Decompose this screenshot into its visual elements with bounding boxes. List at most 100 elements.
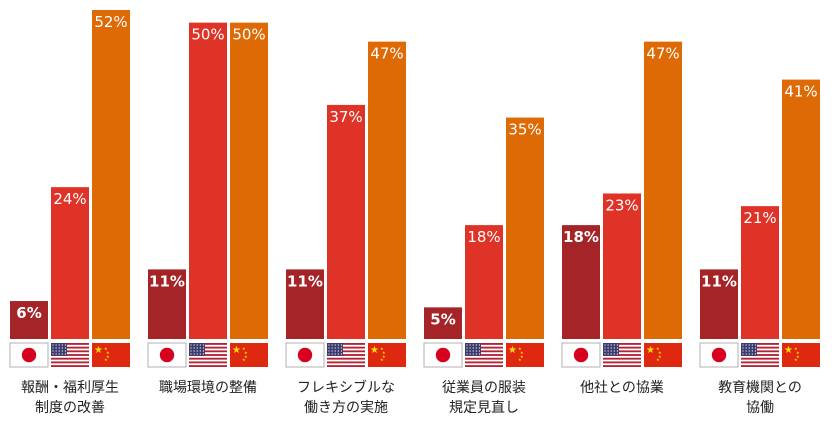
data-label: 11% xyxy=(149,272,185,290)
category-label: 教育機関との xyxy=(718,380,802,396)
svg-text:★: ★ xyxy=(244,350,248,355)
data-label: 6% xyxy=(16,304,41,322)
data-label: 21% xyxy=(743,209,776,227)
svg-text:★: ★ xyxy=(646,345,655,356)
category-label: フレキシブルな xyxy=(297,379,395,396)
svg-text:★: ★ xyxy=(656,346,660,351)
svg-text:★: ★ xyxy=(94,345,103,356)
svg-text:★: ★ xyxy=(784,345,793,356)
category-label: 規定見直し xyxy=(449,399,519,416)
category-label: 働き方の実施 xyxy=(304,400,388,416)
data-label: 50% xyxy=(191,26,224,44)
svg-text:★: ★ xyxy=(106,354,110,359)
bar-group: 18% 23% 47% ★ ★★★★ 他社との協業 xyxy=(561,41,682,396)
data-label: 11% xyxy=(701,272,737,290)
data-label: 35% xyxy=(508,121,541,139)
china-flag-icon: ★ ★★★★ xyxy=(230,343,268,367)
bar xyxy=(10,301,48,339)
svg-text:★: ★ xyxy=(520,354,524,359)
data-label: 18% xyxy=(563,228,599,246)
data-label: 37% xyxy=(329,108,362,126)
us-flag-icon xyxy=(465,343,503,367)
japan-flag-icon xyxy=(423,342,463,368)
bar xyxy=(700,269,738,339)
data-label: 23% xyxy=(605,196,638,214)
bar xyxy=(286,269,324,339)
svg-text:★: ★ xyxy=(794,357,798,362)
japan-flag-icon xyxy=(285,342,325,368)
us-flag-icon xyxy=(327,343,365,367)
bar xyxy=(92,10,130,339)
svg-text:★: ★ xyxy=(370,345,379,356)
svg-text:★: ★ xyxy=(794,346,798,351)
data-label: 52% xyxy=(94,13,127,31)
svg-text:★: ★ xyxy=(518,346,522,351)
us-flag-icon xyxy=(189,343,227,367)
data-label: 5% xyxy=(430,310,455,328)
us-flag-icon xyxy=(741,343,779,367)
us-flag-icon xyxy=(603,343,641,367)
category-label: 職場環境の整備 xyxy=(159,380,257,396)
svg-text:★: ★ xyxy=(104,357,108,362)
data-label: 50% xyxy=(232,26,265,44)
bar xyxy=(506,117,544,339)
bar xyxy=(644,41,682,340)
svg-text:★: ★ xyxy=(106,350,110,355)
bar xyxy=(782,79,820,339)
svg-text:★: ★ xyxy=(382,350,386,355)
svg-text:★: ★ xyxy=(382,354,386,359)
category-label: 報酬・福利厚生 xyxy=(21,380,119,396)
japan-flag-icon xyxy=(699,342,739,368)
bar xyxy=(368,41,406,340)
data-label: 18% xyxy=(467,228,500,246)
bar xyxy=(603,193,641,339)
category-label: 他社との協業 xyxy=(580,380,664,396)
china-flag-icon: ★ ★★★★ xyxy=(368,343,406,367)
bar xyxy=(741,206,779,339)
bar xyxy=(51,187,89,339)
svg-text:★: ★ xyxy=(380,357,384,362)
svg-text:★: ★ xyxy=(518,357,522,362)
china-flag-icon: ★ ★★★★ xyxy=(506,343,544,367)
bar xyxy=(424,307,462,339)
data-label: 41% xyxy=(784,83,817,101)
china-flag-icon: ★ ★★★★ xyxy=(92,343,130,367)
bar xyxy=(148,269,186,339)
japan-flag-icon xyxy=(147,342,187,368)
bar xyxy=(189,22,227,340)
japan-flag-icon xyxy=(9,342,49,368)
china-flag-icon: ★ ★★★★ xyxy=(644,343,682,367)
category-label: 制度の改善 xyxy=(35,400,105,416)
bar xyxy=(562,225,600,339)
svg-text:★: ★ xyxy=(380,346,384,351)
svg-text:★: ★ xyxy=(658,350,662,355)
china-flag-icon: ★ ★★★★ xyxy=(782,343,820,367)
japan-flag-icon xyxy=(561,342,601,368)
data-label: 47% xyxy=(370,45,403,63)
bar-group: 11% 50% 50% ★ ★★★★ 職場環境の整備 xyxy=(147,22,268,396)
svg-text:★: ★ xyxy=(796,354,800,359)
us-flag-icon xyxy=(51,343,89,367)
svg-text:★: ★ xyxy=(656,357,660,362)
svg-text:★: ★ xyxy=(508,345,517,356)
svg-text:★: ★ xyxy=(104,346,108,351)
category-label: 従業員の服装 xyxy=(442,380,526,396)
data-label: 11% xyxy=(287,272,323,290)
svg-text:★: ★ xyxy=(242,357,246,362)
svg-text:★: ★ xyxy=(520,350,524,355)
svg-text:★: ★ xyxy=(244,354,248,359)
category-label: 協働 xyxy=(746,400,774,416)
svg-text:★: ★ xyxy=(242,346,246,351)
svg-text:★: ★ xyxy=(658,354,662,359)
bar xyxy=(327,104,365,340)
bar xyxy=(465,225,503,339)
svg-text:★: ★ xyxy=(796,350,800,355)
bar xyxy=(230,22,268,340)
svg-text:★: ★ xyxy=(232,345,241,356)
data-label: 47% xyxy=(646,45,679,63)
